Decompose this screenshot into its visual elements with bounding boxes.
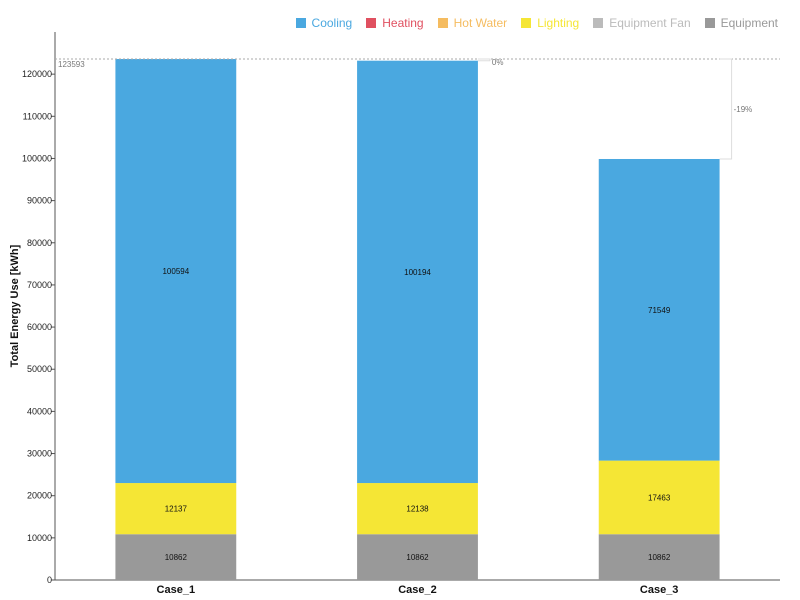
chart-legend: Cooling Heating Hot Water Lighting Equipment… xyxy=(295,16,778,30)
data-label: 12137 xyxy=(165,505,188,514)
bar-segment xyxy=(598,460,720,535)
legend-label: Equipment xyxy=(720,16,778,30)
y-tick-label: 70000 xyxy=(27,280,52,290)
x-tick-label: Case_1 xyxy=(157,584,196,596)
x-tick-label: Case_2 xyxy=(398,584,437,596)
y-axis-title: Total Energy Use [kWh] xyxy=(9,244,21,367)
y-tick-label: 30000 xyxy=(27,449,52,459)
legend-swatch xyxy=(295,18,306,28)
legend-swatch xyxy=(366,18,377,28)
y-tick-label: 110000 xyxy=(23,111,52,121)
legend-swatch xyxy=(521,18,532,28)
y-tick-label: 60000 xyxy=(27,322,52,332)
y-tick-label: 10000 xyxy=(27,533,52,543)
data-label: 71549 xyxy=(648,306,671,315)
y-tick-label: 100000 xyxy=(22,153,52,163)
legend-item: Hot Water xyxy=(437,16,508,30)
legend-label: Equipment Fan xyxy=(609,16,691,30)
difference-bracket xyxy=(719,58,733,160)
bar-segment xyxy=(357,483,478,535)
legend-swatch xyxy=(704,18,715,28)
y-tick-label: 50000 xyxy=(27,364,52,374)
bar-segment xyxy=(115,483,237,535)
data-label: 10862 xyxy=(648,553,671,562)
legend-item: Equipment xyxy=(704,16,778,30)
y-tick-label: 90000 xyxy=(27,196,52,206)
legend-label: Heating xyxy=(382,16,424,30)
legend-label: Cooling xyxy=(311,16,353,30)
y-tick-label: 0 xyxy=(47,575,52,585)
legend-label: Lighting xyxy=(537,16,580,30)
bar-segment xyxy=(357,534,478,580)
data-label: 10862 xyxy=(165,553,188,562)
data-label: 100594 xyxy=(162,267,189,276)
y-tick-label: 80000 xyxy=(27,238,52,248)
legend-item: Equipment Fan xyxy=(593,16,691,30)
percent-change-label: 0% xyxy=(492,58,504,67)
legend-item: Heating xyxy=(366,16,424,30)
percent-change-label: -19% xyxy=(734,105,753,114)
legend-item: Cooling xyxy=(295,16,353,30)
legend-label: Hot Water xyxy=(453,16,508,30)
legend-item: Lighting xyxy=(521,16,579,30)
data-label: 12138 xyxy=(406,505,429,514)
legend-swatch xyxy=(593,18,604,28)
bar-segment xyxy=(357,60,478,484)
reference-label: 123593 xyxy=(58,60,85,69)
x-tick-label: Case_3 xyxy=(640,584,679,596)
legend-swatch xyxy=(437,18,448,28)
data-label: 17463 xyxy=(648,493,671,502)
y-tick-label: 20000 xyxy=(27,491,52,501)
y-tick-label: 40000 xyxy=(27,406,52,416)
difference-bracket xyxy=(477,58,491,62)
y-tick-label: 120000 xyxy=(22,69,52,79)
bar-segment xyxy=(115,534,237,580)
bar-segment xyxy=(598,534,720,580)
data-label: 100194 xyxy=(404,268,431,277)
bar-segment xyxy=(598,158,720,461)
bar-segment xyxy=(115,59,237,484)
data-label: 10862 xyxy=(406,553,429,562)
